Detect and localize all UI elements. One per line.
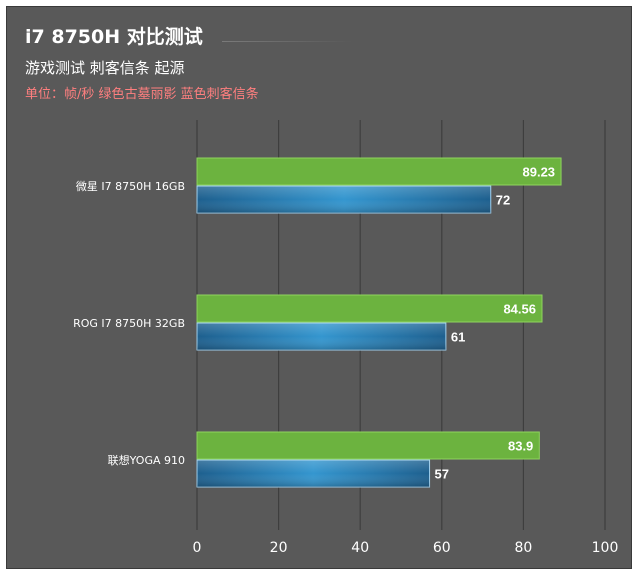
chart-title: i7 8750H 对比测试 [25,26,203,48]
bar-blue-shade [197,323,446,350]
x-tick-label: 80 [514,540,532,556]
chart-subtitle: 游戏测试 刺客信条 起源 [25,59,185,77]
bar-green [196,431,540,460]
x-tick-label: 40 [351,540,369,556]
bar-green [196,294,543,323]
bars [196,157,562,488]
title-underline [222,41,352,42]
x-tick-label: 0 [193,540,202,556]
x-tick-label: 60 [433,540,451,556]
bar-blue-shade [197,186,491,213]
data-label-green: 89.23 [523,165,556,180]
unit-note: 单位：帧/秒 绿色古墓丽影 蓝色刺客信条 [25,87,259,102]
x-tick-label: 100 [592,540,619,556]
bar-blue-shade [197,460,430,487]
category-label: 微星 I7 8750H 16GB [76,179,185,193]
x-tick-label: 20 [270,540,288,556]
data-label-blue: 61 [451,330,465,345]
bar-green [196,157,562,186]
category-label: ROG I7 8750H 32GB [73,317,185,330]
labels: 0 20 40 60 80 100 微星 I7 8750H 16GB 89.23 72 ROG I… [73,165,618,557]
data-label-blue: 57 [435,467,449,482]
category-label: 联想YOGA 910 [108,453,185,467]
data-label-green: 83.9 [508,439,533,454]
data-label-blue: 72 [496,193,510,208]
data-label-green: 84.56 [503,302,536,317]
